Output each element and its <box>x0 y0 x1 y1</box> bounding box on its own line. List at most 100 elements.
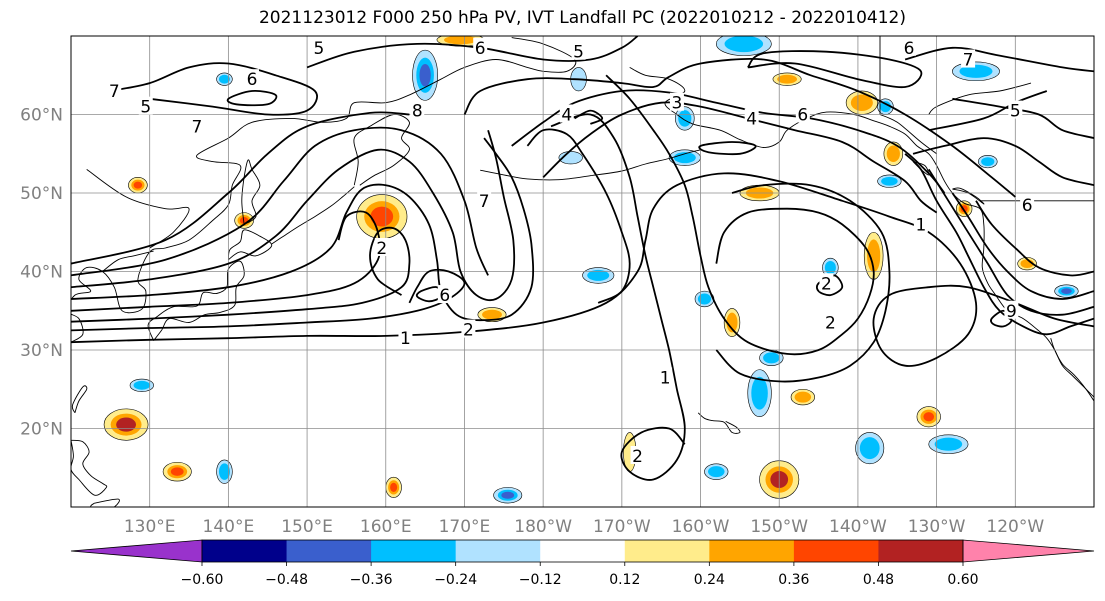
pv-contour-line <box>511 89 946 194</box>
pv-anomaly-core <box>444 36 478 45</box>
contour-label: 6 <box>797 106 808 126</box>
contour-label-bg <box>795 104 810 123</box>
contour-label-bg <box>559 104 574 123</box>
colorbar-segment <box>371 540 457 562</box>
colorbar-tick-label: −0.12 <box>519 572 562 588</box>
coastlines <box>71 36 1094 507</box>
pv-contour-line <box>952 97 1094 139</box>
map-title: 2021123012 F000 250 hPa PV, IVT Landfall… <box>258 8 906 28</box>
longitude-label: 130°W <box>908 517 966 537</box>
pv-contour-line <box>975 200 1094 277</box>
colorbar-segment <box>709 540 795 562</box>
colorbar-segment <box>878 540 964 562</box>
contour-label: 6 <box>475 39 486 59</box>
coastline <box>271 186 355 245</box>
contour-label-bg <box>744 108 759 127</box>
pv-anomaly-peak <box>501 491 515 499</box>
contour-label: 2 <box>376 239 387 259</box>
pv-contour-line <box>715 182 891 383</box>
contour-label: 2 <box>632 447 643 467</box>
pv-anomaly-core <box>881 176 898 186</box>
pv-anomaly-peak <box>390 482 398 492</box>
contour-label-bg <box>410 100 425 119</box>
contour-label: 7 <box>191 117 202 137</box>
colorbar-tick-label: −0.36 <box>350 572 393 588</box>
pv-contour-line <box>71 126 489 277</box>
contour-label: 1 <box>400 329 411 349</box>
pv-contour-line <box>904 153 1094 336</box>
pv-anomaly-core <box>587 269 610 281</box>
pv-anomaly-peak <box>923 412 935 422</box>
pv-contour-line <box>526 128 631 304</box>
colorbar-tick-label: 0.48 <box>863 572 894 588</box>
pv-contour-line <box>463 58 1016 198</box>
colorbar-segment <box>286 540 372 562</box>
longitude-label: 160°E <box>360 517 412 537</box>
contour-label-bg <box>244 69 259 88</box>
latitude-label: 60°N <box>20 106 63 126</box>
pv-contour-line <box>912 137 1094 187</box>
colorbar-segment <box>793 540 879 562</box>
colorbar-tick-label: −0.48 <box>265 572 308 588</box>
coastline <box>928 82 1032 115</box>
coastline <box>952 187 985 205</box>
colorbar-segment <box>455 540 541 562</box>
coastline <box>353 114 410 186</box>
contour-label: 7 <box>963 51 974 71</box>
contour-label: 6 <box>904 39 915 59</box>
contour-label-bg <box>107 80 122 99</box>
pv-anomaly-core <box>959 64 993 78</box>
colorbar-tick-label: −0.60 <box>181 572 224 588</box>
coastline <box>227 229 273 261</box>
pv-anomaly-peak <box>116 417 136 432</box>
contour-label: 5 <box>573 43 584 63</box>
contour-label-bg <box>630 445 645 464</box>
pv-anomaly-core <box>673 152 696 164</box>
contour-label-bg <box>823 312 838 331</box>
pv-anomaly-core <box>708 466 725 478</box>
colorbar-tick-label: 0.60 <box>947 572 978 588</box>
contour-label: 7 <box>479 192 490 212</box>
contour-label-bg <box>189 116 204 135</box>
contour-label-bg <box>669 92 684 111</box>
contour-label-bg <box>961 49 976 68</box>
pv-anomaly-peak <box>419 63 431 87</box>
pv-contour-line <box>574 109 604 125</box>
colorbar-segment <box>202 540 288 562</box>
latitude-label: 30°N <box>20 341 63 361</box>
contour-label-bg <box>819 273 834 292</box>
longitude-label: 120°W <box>986 517 1044 537</box>
contour-label-bg <box>902 37 917 56</box>
latitude-label: 20°N <box>20 420 63 440</box>
contour-label: 8 <box>412 102 423 122</box>
contour-label: 4 <box>561 106 572 126</box>
longitude-label: 130°E <box>124 517 176 537</box>
pv-anomaly-core <box>697 293 712 305</box>
pv-anomaly-core <box>859 437 880 460</box>
contour-label: 1 <box>660 368 671 388</box>
pv-contour-line <box>71 210 382 312</box>
contour-label-bg <box>398 328 413 347</box>
contour-label-bg <box>437 285 452 304</box>
coastline <box>71 37 577 343</box>
pv-contour-line <box>71 137 535 322</box>
pv-contour-line <box>71 226 411 323</box>
contour-label: 6 <box>439 286 450 306</box>
contour-label: 6 <box>247 70 258 90</box>
longitude-label: 180°W <box>514 517 572 537</box>
pv-contour-line <box>904 46 1094 73</box>
latitude-label: 50°N <box>20 184 63 204</box>
pv-anomaly-peak <box>370 206 394 227</box>
pv-contour-line <box>927 168 1094 316</box>
pv-anomaly-core <box>726 312 738 333</box>
longitude-label: 170°W <box>593 517 651 537</box>
contour-label-bg <box>658 367 673 386</box>
contour-label: 5 <box>1010 102 1021 122</box>
pv-anomaly-core <box>218 74 230 84</box>
coastline <box>71 439 108 496</box>
colorbar-segment <box>540 540 626 562</box>
pv-contour-line <box>71 172 1094 367</box>
pv-contour-line <box>415 286 443 303</box>
contour-label: 1 <box>915 215 926 235</box>
